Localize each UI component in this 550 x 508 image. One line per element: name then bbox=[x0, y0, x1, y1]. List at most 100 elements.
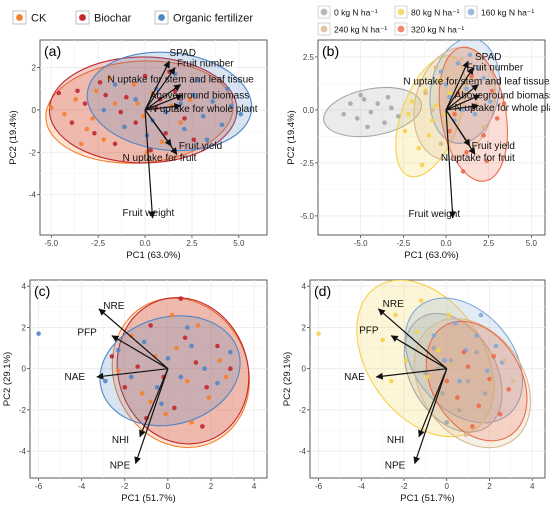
data-point bbox=[182, 126, 187, 132]
x-tick-label: -4 bbox=[78, 482, 86, 491]
data-point bbox=[425, 374, 430, 380]
data-point bbox=[189, 343, 194, 349]
legend-item: 240 kg N ha⁻¹ bbox=[317, 22, 387, 36]
y-tick-label: -4 bbox=[19, 447, 27, 456]
x-tick-label: -6 bbox=[35, 482, 43, 491]
data-point bbox=[107, 75, 112, 81]
loading-arrow bbox=[375, 368, 447, 380]
data-point bbox=[116, 347, 121, 353]
data-point bbox=[48, 105, 54, 111]
legend-item: Organic fertilizer bbox=[154, 10, 253, 25]
data-point bbox=[463, 432, 469, 437]
data-point bbox=[159, 401, 164, 407]
data-point bbox=[316, 331, 321, 336]
data-point bbox=[472, 111, 478, 117]
x-tick-label: 2.5 bbox=[186, 239, 198, 248]
data-point bbox=[78, 141, 84, 147]
data-point bbox=[202, 366, 207, 371]
loading-arrow bbox=[96, 368, 168, 380]
data-point bbox=[128, 374, 134, 380]
loading-arrow bbox=[413, 368, 448, 465]
data-point bbox=[148, 323, 153, 328]
x-axis-label: PC1 (63.0%) bbox=[404, 250, 458, 261]
data-point bbox=[103, 378, 108, 384]
data-point bbox=[436, 77, 442, 83]
grid bbox=[310, 280, 545, 478]
data-point bbox=[238, 111, 244, 117]
data-point bbox=[361, 97, 367, 102]
data-point bbox=[123, 94, 129, 100]
data-point bbox=[204, 384, 209, 390]
x-tick-label: 2.5 bbox=[483, 239, 495, 248]
data-point bbox=[431, 333, 437, 338]
confidence-ellipse bbox=[86, 51, 253, 152]
panel-label: (a) bbox=[44, 43, 61, 59]
data-point bbox=[225, 86, 230, 92]
data-point bbox=[488, 99, 493, 104]
x-tick-label: 4 bbox=[252, 482, 257, 491]
data-point bbox=[341, 111, 346, 117]
data-point bbox=[84, 126, 90, 132]
x-tick-label: 5.0 bbox=[233, 239, 245, 248]
data-point bbox=[493, 343, 499, 349]
points bbox=[36, 296, 233, 429]
loading-label: SPAD bbox=[475, 52, 502, 63]
legend-item: 80 kg N ha⁻¹ bbox=[394, 5, 460, 19]
loading-label: PFP bbox=[359, 326, 379, 337]
confidence-ellipse bbox=[425, 320, 528, 442]
loading-label: N uptake for stem and leaf tissue bbox=[403, 77, 550, 88]
data-point bbox=[438, 141, 444, 147]
x-tick-label: 0.0 bbox=[440, 239, 452, 248]
x-tick-label: -2.5 bbox=[91, 239, 105, 248]
grid bbox=[30, 280, 267, 478]
data-point bbox=[502, 358, 507, 363]
data-point bbox=[433, 103, 439, 109]
data-point bbox=[487, 349, 492, 355]
loading-arrow bbox=[139, 368, 169, 438]
data-point bbox=[382, 120, 387, 125]
data-point bbox=[465, 364, 471, 369]
legend-label: 160 kg N ha⁻¹ bbox=[481, 8, 534, 18]
data-point bbox=[409, 99, 415, 104]
data-point bbox=[444, 378, 450, 384]
data-point bbox=[497, 411, 503, 417]
data-point bbox=[210, 99, 215, 104]
data-point bbox=[464, 150, 469, 155]
data-point bbox=[122, 384, 128, 390]
data-point bbox=[62, 111, 67, 117]
loading-arrow bbox=[144, 94, 184, 111]
loading-label: NHI bbox=[112, 435, 129, 446]
axis-ticks: -6 -4 -2 0 2 4 -4 -2 0 2 4 bbox=[19, 282, 257, 491]
data-point bbox=[139, 391, 145, 396]
data-point bbox=[73, 97, 78, 102]
data-point bbox=[133, 97, 138, 102]
loading-label: NPE bbox=[110, 461, 131, 472]
y-tick-label: -2 bbox=[299, 406, 307, 415]
legend-label: 320 kg N ha⁻¹ bbox=[411, 25, 464, 35]
data-point bbox=[430, 118, 435, 123]
data-point bbox=[447, 128, 452, 134]
data-point bbox=[200, 424, 205, 429]
y-tick-label: 0 bbox=[302, 365, 307, 374]
data-point bbox=[140, 114, 146, 119]
data-point bbox=[482, 391, 488, 396]
data-point bbox=[380, 337, 385, 343]
data-point bbox=[494, 116, 500, 121]
data-point bbox=[217, 358, 222, 363]
data-point bbox=[402, 128, 408, 134]
data-point bbox=[354, 116, 360, 121]
legend-nitrogen: 0 kg N ha⁻¹ 80 kg N ha⁻¹ 160 kg N ha⁻¹ 240 … bbox=[317, 5, 534, 36]
loading-label: NPE bbox=[385, 461, 406, 472]
data-point bbox=[476, 403, 482, 409]
data-point bbox=[182, 335, 188, 341]
data-point bbox=[93, 88, 99, 94]
data-point bbox=[135, 364, 141, 369]
data-point bbox=[395, 114, 401, 119]
data-point bbox=[416, 145, 421, 151]
legend-dot bbox=[397, 8, 405, 16]
data-point bbox=[204, 137, 210, 142]
y-tick-label: -4 bbox=[29, 191, 37, 200]
data-point bbox=[112, 101, 118, 106]
